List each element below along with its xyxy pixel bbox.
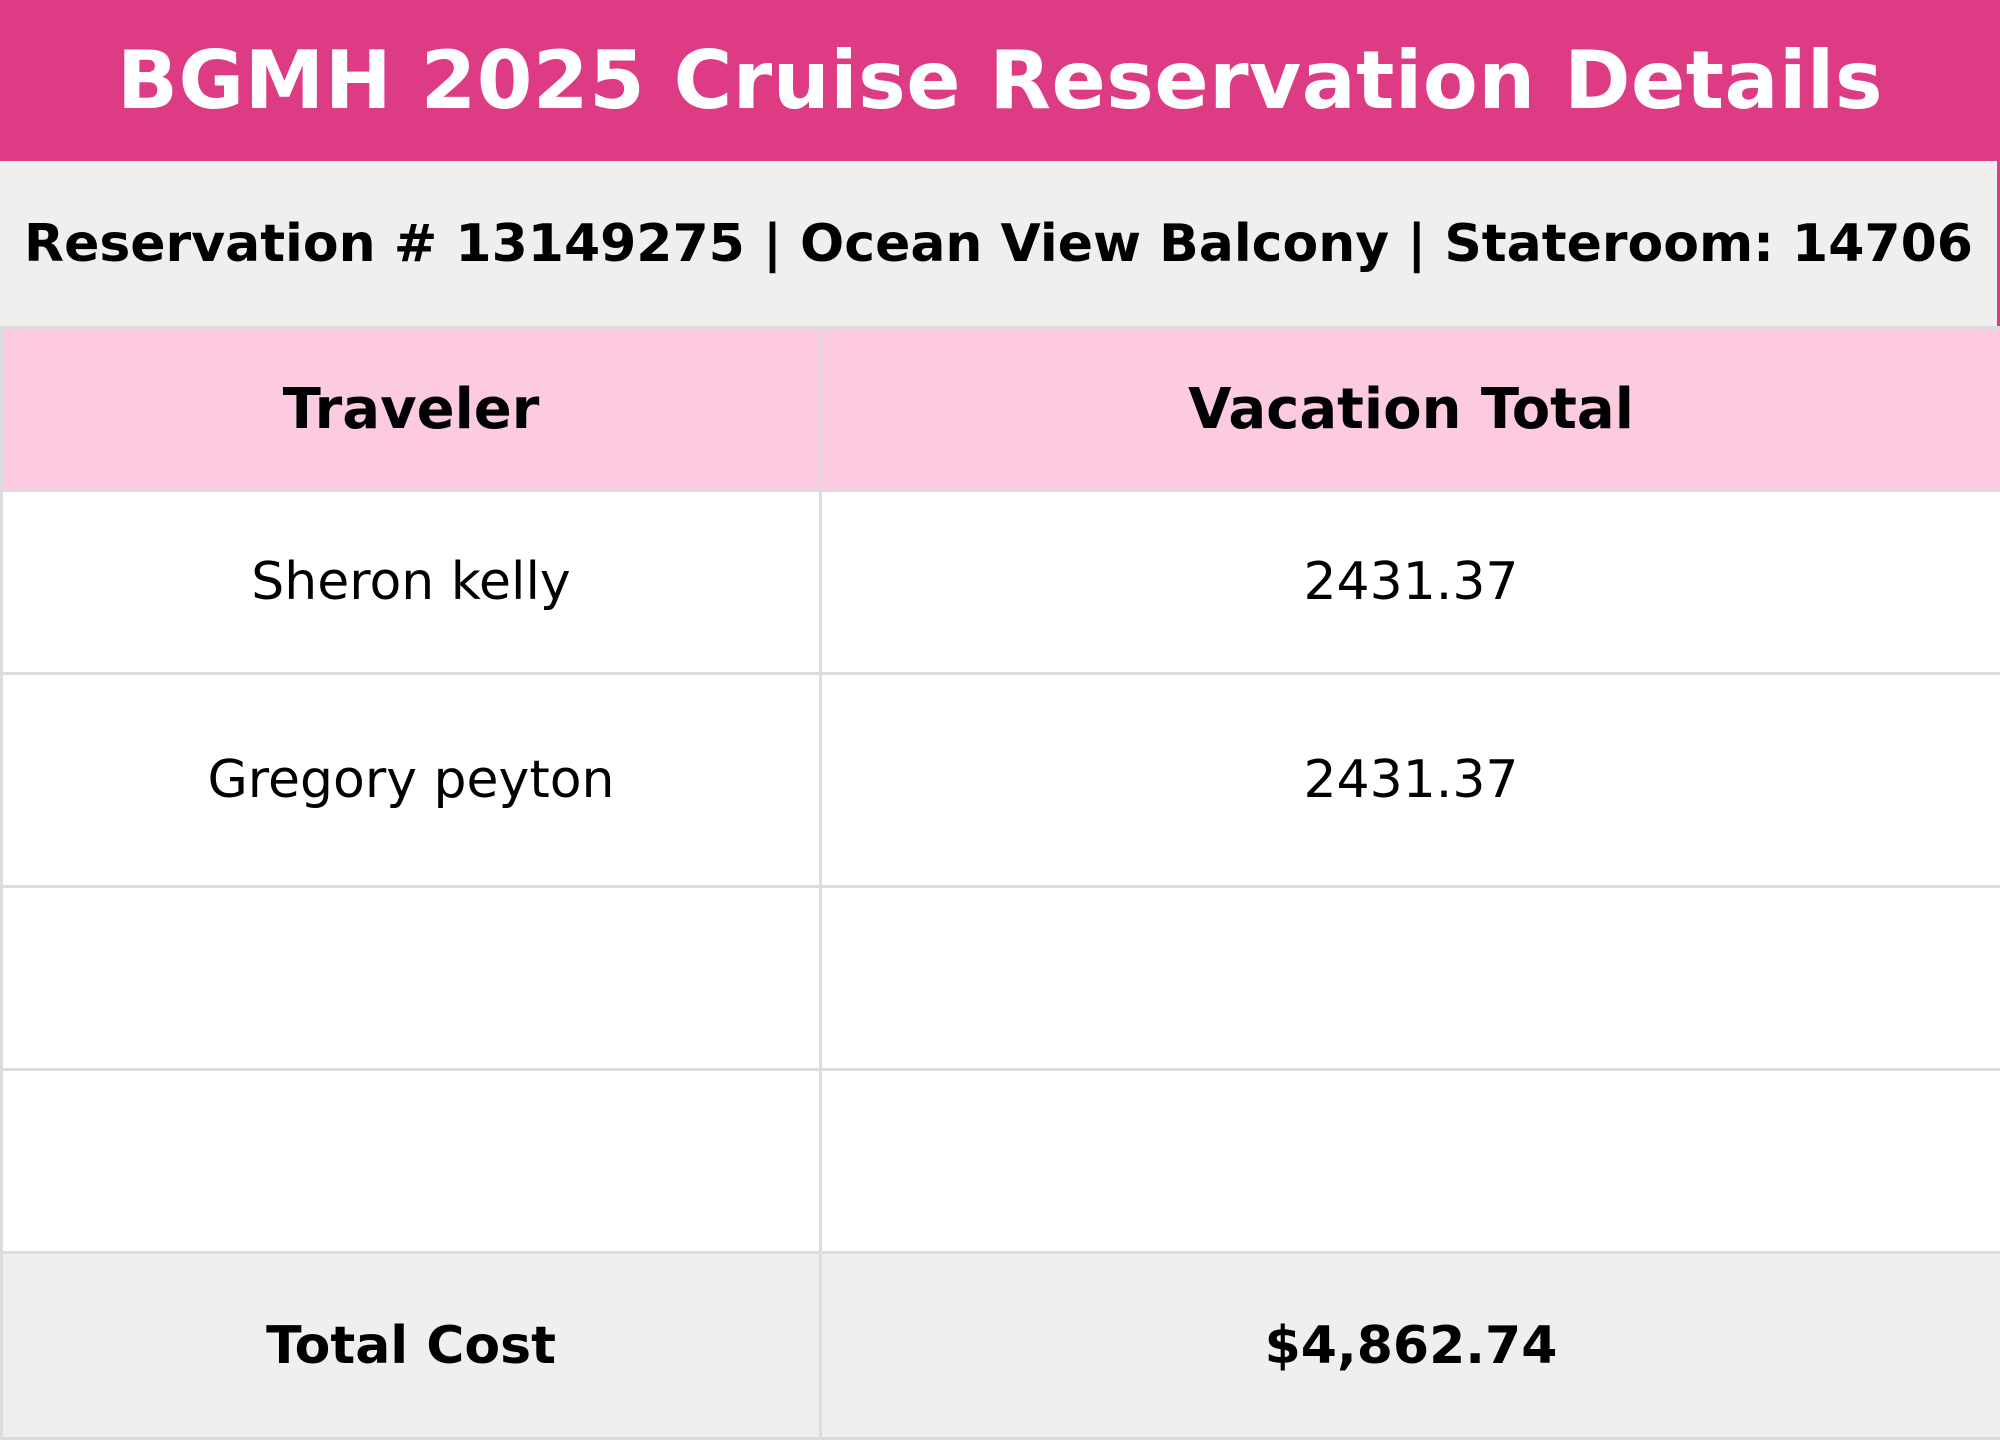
reservation-summary: Reservation # 13149275 | Ocean View Balc…: [24, 214, 1973, 274]
column-header-vacation-total: Vacation Total: [821, 328, 2000, 491]
traveler-cell: [2, 1070, 821, 1253]
vacation-total-cell: 2431.37: [821, 674, 2000, 887]
title-banner: BGMH 2025 Cruise Reservation Details: [0, 0, 2000, 161]
total-cost-label: Total Cost: [2, 1253, 821, 1439]
table-row: [2, 1070, 2000, 1253]
traveler-cell: Sheron kelly: [2, 491, 821, 674]
page-title: BGMH 2025 Cruise Reservation Details: [117, 41, 1883, 121]
table-header-row: Traveler Vacation Total: [2, 328, 2000, 491]
total-cost-value: $4,862.74: [821, 1253, 2000, 1439]
vacation-total-cell: 2431.37: [821, 491, 2000, 674]
traveler-cell: Gregory peyton: [2, 674, 821, 887]
table-row: Gregory peyton 2431.37: [2, 674, 2000, 887]
traveler-cell: [2, 887, 821, 1070]
total-cost-row: Total Cost $4,862.74: [2, 1253, 2000, 1439]
reservation-summary-banner: Reservation # 13149275 | Ocean View Balc…: [0, 161, 2000, 326]
table-row: [2, 887, 2000, 1070]
reservation-table: Traveler Vacation Total Sheron kelly 243…: [0, 326, 2000, 1440]
vacation-total-cell: [821, 887, 2000, 1070]
column-header-traveler: Traveler: [2, 328, 821, 491]
table-row: Sheron kelly 2431.37: [2, 491, 2000, 674]
vacation-total-cell: [821, 1070, 2000, 1253]
